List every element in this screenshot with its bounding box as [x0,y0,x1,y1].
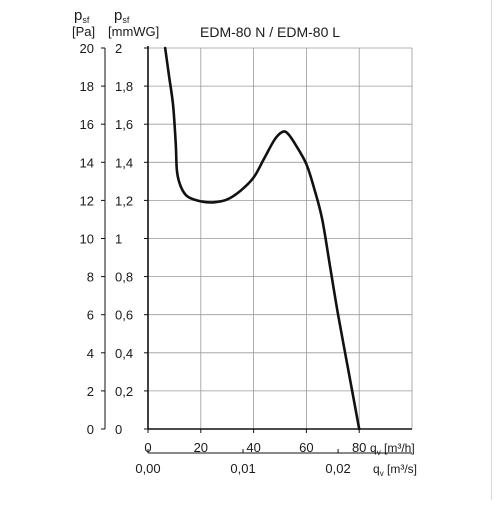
y-tick-label-mmwg: 1,8 [115,79,133,94]
y-tick-label-pa: 4 [87,346,94,361]
y-tick-label-pa: 18 [80,79,94,94]
x-tick-label-m3h: 20 [194,440,208,455]
x2-tick-label-m3s: 0,01 [230,461,255,476]
y-tick-label-mmwg: 0,6 [115,308,133,323]
y-tick-label-mmwg: 1 [115,232,122,247]
y-tick-label-mmwg: 1,6 [115,117,133,132]
chart-title: EDM-80 N / EDM-80 L [200,24,340,40]
y-tick-label-pa: 10 [80,232,94,247]
x-tick-label-m3h: 40 [246,440,260,455]
y-tick-label-mmwg: 0,4 [115,346,133,361]
y-tick-label-mmwg: 0,2 [115,384,133,399]
y-tick-label-pa: 8 [87,270,94,285]
axis-labels: 0 0 2 0,2 4 0,4 6 0,6 8 0,8 10 1 12 1,2 14 1,4 16 1,6 18 1,… [72,7,417,478]
y-tick-label-pa: 2 [87,384,94,399]
right-border-divider [491,0,492,500]
curve-layer [163,46,361,431]
y-tick-label-mmwg: 1,4 [115,155,133,170]
y-axis-title-pa: psf [74,7,90,25]
y-tick-label-mmwg: 0 [115,422,122,437]
y-tick-label-mmwg: 0,8 [115,270,133,285]
grid-lines [147,47,413,430]
y-axis-unit-pa: [Pa] [72,24,95,39]
y-tick-label-pa: 6 [87,308,94,323]
y-tick-label-pa: 0 [87,422,94,437]
y-tick-label-pa: 12 [80,193,94,208]
x2-axis-title-m3s: qv [m³/s] [373,462,417,478]
y-tick-label-mmwg: 1,2 [115,193,133,208]
y-tick-label-mmwg: 2 [115,41,122,56]
y-tick-label-pa: 14 [80,155,94,170]
x2-tick-label-m3s: 0,00 [135,461,160,476]
y-axis-unit-mmwg: [mmWG] [108,24,159,39]
x-tick-label-m3h: 80 [352,440,366,455]
series-line [163,46,361,431]
axes [101,46,412,454]
x-tick-label-m3h: 60 [299,440,313,455]
y-tick-label-pa: 20 [80,41,94,56]
x-tick-label-m3h: 0 [144,440,151,455]
y-tick-label-pa: 16 [80,117,94,132]
x-axis-title-m3h: qv [m³/h] [370,441,415,457]
y-axis-title-mmwg: psf [114,7,130,25]
x2-tick-label-m3s: 0,02 [325,461,350,476]
